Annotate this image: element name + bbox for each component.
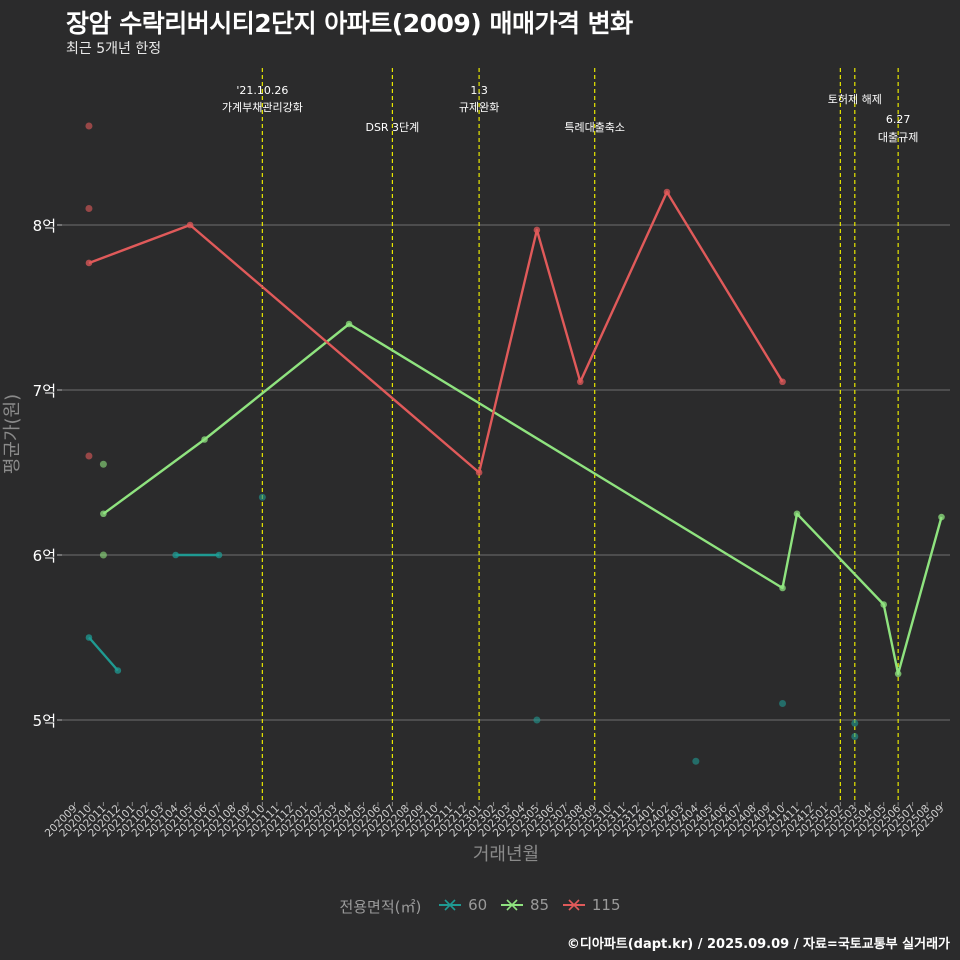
scatter-point-60: [851, 719, 859, 727]
line-point-115: [576, 378, 584, 386]
series-line-85: [102, 322, 943, 675]
event-label: 토허제 해제: [828, 92, 882, 106]
event-label: 1.3: [470, 84, 488, 97]
series-line-60: [88, 636, 119, 672]
scatter-point-60: [779, 700, 787, 707]
legend-label-60: 60: [468, 896, 488, 914]
legend-label-85: 85: [530, 896, 550, 914]
y-tick-label: 5억: [33, 712, 56, 730]
line-point-85: [880, 601, 887, 608]
y-tick-label: 8억: [33, 217, 56, 235]
event-label: 대출규제: [878, 131, 918, 144]
line-point-115: [779, 378, 786, 386]
event-label: 가계부채관리강화: [222, 101, 303, 114]
line-point-85: [345, 320, 353, 328]
scatter-point-85: [99, 460, 107, 468]
scatter-point-115: [85, 122, 93, 130]
line-point-85: [938, 513, 945, 521]
scatter-point-60: [851, 733, 859, 740]
event-label: '21.10.26: [236, 84, 288, 97]
x-axis-title: 거래년월: [473, 844, 539, 865]
event-label: DSR 3단계: [365, 121, 419, 134]
source-caption: ©디아파트(dapt.kr) / 2025.09.09 / 자료=국토교통부 실…: [566, 937, 950, 952]
chart-title: 장암 수락리버시티2단지 아파트(2009) 매매가격 변화: [66, 9, 633, 38]
line-point-115: [186, 221, 194, 229]
line-point-115: [663, 188, 671, 196]
event-label: 규제완화: [459, 101, 499, 114]
legend: 전용면적(㎡) 60 85 115: [0, 896, 960, 917]
scatter-point-60: [692, 757, 700, 765]
legend-label-115: 115: [591, 896, 621, 914]
legend-title: 전용면적(㎡): [339, 898, 422, 916]
scatter-point-60: [533, 716, 541, 724]
line-point-115: [85, 259, 93, 267]
legend-item-85: 85: [500, 896, 549, 914]
line-point-60: [85, 634, 93, 641]
line-point-85: [793, 510, 801, 518]
line-point-60: [114, 667, 122, 674]
legend-key-60-icon: [439, 899, 462, 911]
series-line-115: [88, 190, 784, 474]
legend-item-115: 115: [562, 896, 621, 914]
line-point-85: [779, 584, 786, 592]
y-axis-title: 평균가(원): [2, 394, 23, 474]
legend-key-85-icon: [501, 899, 524, 911]
event-label: 6.27: [886, 113, 911, 126]
event-label: 특례대출축소: [564, 121, 625, 134]
line-point-85: [100, 510, 107, 518]
legend-key-115-icon: [562, 899, 585, 911]
scatter-point-115: [85, 205, 93, 212]
scatter-point-60: [258, 493, 266, 501]
y-tick-label: 7억: [33, 382, 56, 400]
legend-item-60: 60: [438, 896, 487, 914]
line-point-60: [172, 551, 179, 559]
scatter-point-115: [85, 452, 93, 460]
chart-subtitle: 최근 5개년 한정: [66, 41, 162, 57]
scatter-point-85: [99, 551, 107, 559]
line-point-115: [533, 226, 541, 234]
line-point-115: [475, 469, 483, 476]
y-tick-label: 6억: [33, 547, 56, 565]
line-point-60: [215, 551, 223, 559]
line-point-85: [201, 436, 208, 443]
line-point-85: [894, 670, 902, 678]
